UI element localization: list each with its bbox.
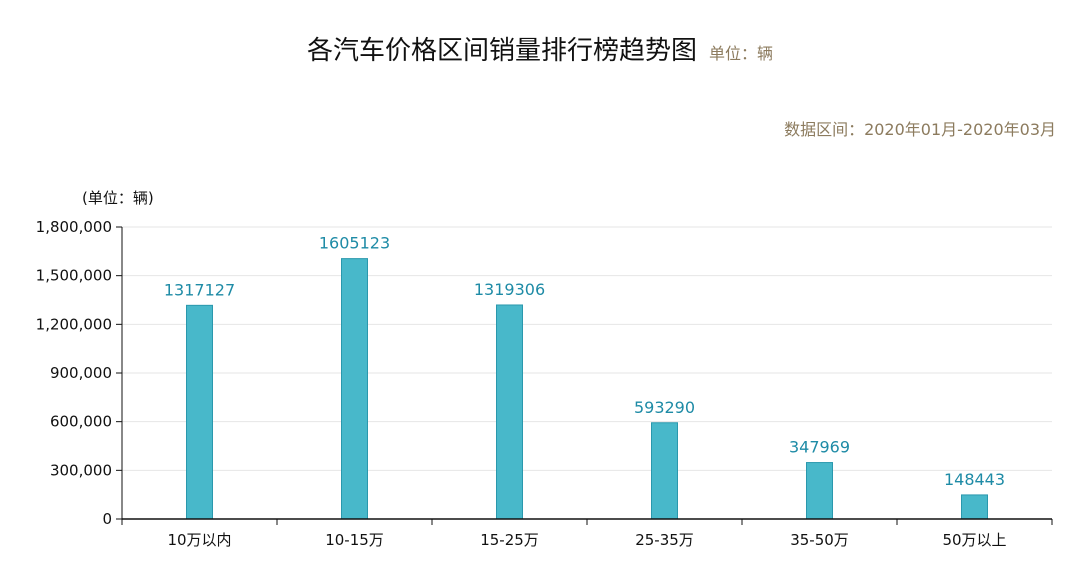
data-label: 347969: [789, 438, 850, 457]
x-tick-label: 50万以上: [942, 531, 1006, 549]
bar: [961, 494, 988, 520]
bar: [341, 258, 368, 520]
bars: [186, 258, 988, 520]
data-label: 1319306: [474, 280, 545, 299]
data-label: 148443: [944, 470, 1005, 489]
data-range-label: 数据区间：2020年01月-2020年03月: [784, 120, 1056, 139]
x-tick-label: 25-35万: [635, 531, 694, 549]
bar: [496, 304, 523, 520]
labels: 0 300,000 600,000 900,000 1,200,000 1,500,000…: [36, 189, 1007, 549]
grid-lines: [122, 226, 1052, 471]
data-label: 1605123: [319, 234, 390, 253]
x-tick-label: 10万以内: [167, 531, 231, 549]
y-axis-unit-label: (单位：辆): [82, 189, 154, 207]
chart-title-group: 各汽车价格区间销量排行榜趋势图 单位：辆: [0, 30, 1080, 67]
bar: [186, 304, 213, 520]
chart-subtitle: 单位：辆: [709, 44, 774, 63]
chart-title: 各汽车价格区间销量排行榜趋势图: [306, 36, 697, 66]
y-tick-label: 1,800,000: [36, 218, 112, 236]
y-tick-label: 0: [102, 510, 112, 528]
y-tick-label: 1,200,000: [36, 315, 112, 333]
x-tick-label: 35-50万: [790, 531, 849, 549]
x-tick-label: 15-25万: [480, 531, 539, 549]
y-tick-label: 900,000: [50, 364, 112, 382]
y-tick-label: 600,000: [50, 413, 112, 431]
axes: [116, 226, 1053, 525]
data-label: 593290: [634, 398, 695, 417]
bar: [651, 422, 678, 520]
bar: [806, 462, 833, 520]
data-label: 1317127: [164, 280, 235, 299]
y-tick-label: 300,000: [50, 461, 112, 479]
x-tick-label: 10-15万: [325, 531, 384, 549]
y-tick-label: 1,500,000: [36, 267, 112, 285]
